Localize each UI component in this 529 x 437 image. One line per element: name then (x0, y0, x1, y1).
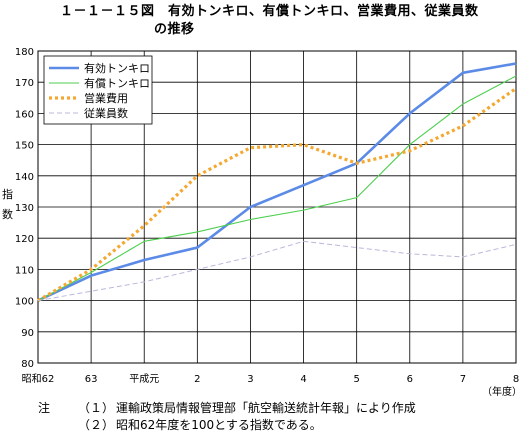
y-tick-label-180: 180 (15, 47, 34, 58)
x-tick-label-2: 平成元 (129, 373, 159, 385)
y-axis-label-part-2: 数 (2, 208, 13, 221)
x-tick-label-7: 6 (407, 374, 413, 385)
legend-label-1: 有償トンキロ (84, 76, 150, 90)
x-tick-label-4: 3 (247, 374, 253, 385)
title-line-2: の推移 (154, 22, 195, 37)
notes-lead: 注 (38, 401, 51, 415)
y-tick-label-170: 170 (15, 78, 34, 89)
y-tick-label-160: 160 (15, 109, 34, 120)
series-line-3 (37, 240, 517, 302)
legend-label-2: 営業費用 (84, 91, 128, 105)
y-tick-label-150: 150 (15, 141, 34, 152)
y-axis-label-part-1: 指 (2, 188, 13, 201)
x-tick-label-9: 8 (513, 374, 519, 385)
x-tick-label-0: 昭和62 (22, 373, 55, 385)
y-tick-label-90: 90 (21, 328, 34, 339)
legend-label-0: 有効トンキロ (84, 61, 150, 75)
title-line-1: １－１－１５図 有効トンキロ、有償トンキロ、営業費用、従業員数 (60, 4, 479, 19)
legend-label-3: 従業員数 (84, 107, 128, 120)
note-2-text: 昭和62年度を100とする指数である。 (116, 418, 322, 432)
series-line-0 (37, 62, 517, 302)
y-tick-label-110: 110 (15, 265, 34, 276)
y-tick-label-120: 120 (15, 234, 34, 245)
notes: 注 （１） 運輸政策局情報管理部「航空輸送統計年報」により作成 （２） 昭和62… (38, 400, 416, 434)
chart-title: １－１－１５図 有効トンキロ、有償トンキロ、営業費用、従業員数 の推移 (60, 3, 520, 39)
y-tick-label-140: 140 (15, 172, 34, 183)
x-tick-label-3: 2 (194, 374, 200, 385)
x-tick-label-6: 5 (353, 374, 359, 385)
plot-area (37, 50, 517, 364)
note-1-text: 運輸政策局情報管理部「航空輸送統計年報」により作成 (116, 401, 416, 415)
x-tick-label-5: 4 (300, 374, 306, 385)
series-line-2 (37, 87, 517, 302)
note-1-number: （１） (78, 401, 115, 415)
y-tick-label-130: 130 (15, 203, 34, 214)
note-2-number: （２） (78, 418, 115, 432)
y-tick-label-80: 80 (21, 359, 34, 370)
x-axis-label: （年度） (482, 385, 522, 398)
y-tick-label-100: 100 (15, 297, 34, 308)
x-tick-label-8: 7 (460, 374, 466, 385)
series-line-1 (37, 75, 517, 302)
x-tick-label-1: 63 (85, 374, 98, 385)
